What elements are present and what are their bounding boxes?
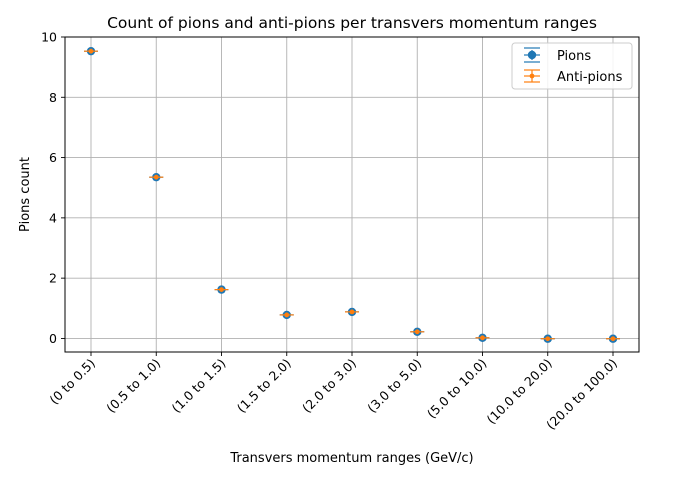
x-tick-label: (0.5 to 1.0) bbox=[103, 356, 163, 416]
y-axis-label: Pions count bbox=[18, 157, 33, 232]
chart-title: Count of pions and anti-pions per transv… bbox=[107, 14, 597, 32]
legend-marker-anti-pions bbox=[524, 69, 540, 83]
data-point bbox=[410, 329, 425, 335]
y-tick-label: 4 bbox=[49, 210, 57, 225]
x-tick-label: (1.0 to 1.5) bbox=[169, 356, 229, 416]
data-marker bbox=[349, 309, 355, 315]
x-tick-label: (0 to 0.5) bbox=[46, 356, 98, 408]
y-tick-label: 8 bbox=[49, 90, 57, 105]
series-anti-pions bbox=[84, 48, 620, 342]
x-tick-label: (3.0 to 5.0) bbox=[364, 356, 424, 416]
x-tick-label: (2.0 to 3.0) bbox=[299, 356, 359, 416]
data-point bbox=[540, 336, 555, 342]
y-axis-ticks: 0 2 4 6 8 10 bbox=[41, 30, 65, 346]
x-tick-label: (10.0 to 20.0) bbox=[484, 356, 555, 427]
y-tick-label: 2 bbox=[49, 271, 57, 286]
legend: Pions Anti-pions bbox=[511, 42, 633, 90]
legend-marker-pions bbox=[524, 47, 540, 63]
x-tick-label: (1.5 to 2.0) bbox=[234, 356, 294, 416]
data-point bbox=[279, 312, 294, 318]
data-marker bbox=[480, 335, 485, 341]
x-tick-label: (20.0 to 100.0) bbox=[543, 356, 620, 433]
data-marker bbox=[610, 336, 616, 342]
legend-label-pions: Pions bbox=[557, 49, 591, 64]
data-point bbox=[475, 335, 490, 341]
data-marker bbox=[284, 312, 290, 318]
data-point bbox=[214, 287, 229, 293]
x-tick-label: (5.0 to 10.0) bbox=[424, 356, 490, 422]
legend-label-anti-pions: Anti-pions bbox=[557, 70, 623, 85]
data-marker bbox=[545, 336, 551, 342]
data-marker bbox=[153, 174, 159, 180]
data-point bbox=[606, 336, 620, 342]
x-axis-label: Transvers momentum ranges (GeV/c) bbox=[229, 451, 473, 466]
data-marker bbox=[88, 48, 94, 54]
legend-box bbox=[511, 42, 633, 90]
data-point bbox=[84, 48, 98, 54]
x-axis-ticks: (0 to 0.5) (0.5 to 1.0) (1.0 to 1.5) (1.5 t… bbox=[46, 352, 620, 433]
data-marker bbox=[219, 287, 224, 293]
y-tick-label: 0 bbox=[49, 331, 57, 346]
data-point bbox=[345, 309, 359, 315]
data-marker bbox=[414, 329, 420, 335]
y-tick-label: 10 bbox=[41, 30, 57, 45]
data-point bbox=[149, 174, 164, 180]
y-tick-label: 6 bbox=[49, 150, 57, 165]
